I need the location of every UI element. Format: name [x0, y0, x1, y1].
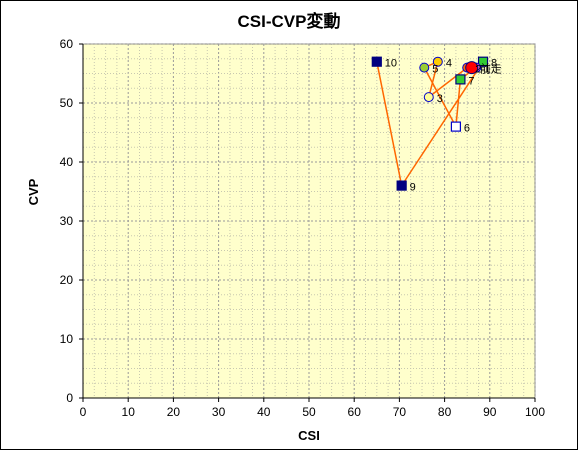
axes [79, 43, 536, 402]
point-label-3: 3 [437, 93, 443, 105]
point-label-10: 10 [385, 58, 397, 70]
point-label-4: 4 [446, 58, 452, 70]
x-tick-labels: 0 10 20 30 40 50 60 70 80 90 100 [80, 405, 546, 419]
point-label-2: 2 [475, 64, 481, 76]
point-label-前走: 前走 [480, 62, 502, 76]
x-tick-label: 70 [393, 405, 407, 419]
point-label-8: 8 [491, 58, 497, 70]
x-tick-label: 50 [302, 405, 316, 419]
x-tick-label: 0 [80, 405, 87, 419]
point-marker-5 [419, 62, 430, 73]
point-marker-6 [450, 121, 461, 132]
point-label-5: 5 [432, 64, 438, 76]
x-axis-label: CSI [298, 428, 320, 443]
x-tick-label: 90 [483, 405, 497, 419]
point-marker-4 [432, 56, 443, 67]
y-tick-labels: 0 10 20 30 40 50 60 [60, 37, 74, 405]
y-tick-label: 50 [60, 96, 74, 110]
x-tick-label: 20 [167, 405, 181, 419]
y-tick-label: 60 [60, 37, 74, 51]
point-label-6: 6 [464, 123, 470, 135]
x-tick-label: 80 [438, 405, 452, 419]
grid-lines [82, 43, 536, 399]
point-marker-9 [396, 180, 407, 191]
y-axis-label: CVP [26, 178, 41, 205]
point-marker-8 [477, 56, 489, 67]
y-tick-label: 30 [60, 214, 74, 228]
x-tick-label: 40 [257, 405, 271, 419]
chart-title: CSI-CVP変動 [238, 11, 341, 31]
point-marker-10 [371, 56, 382, 67]
data-points [371, 56, 489, 191]
x-tick-label: 60 [348, 405, 362, 419]
y-tick-label: 0 [66, 391, 73, 405]
point-marker-3 [423, 92, 434, 103]
y-tick-label: 40 [60, 155, 74, 169]
x-tick-label: 100 [525, 405, 545, 419]
point-label-7: 7 [468, 75, 474, 87]
point-label-1: 1 [484, 64, 490, 76]
x-tick-label: 30 [212, 405, 226, 419]
x-tick-label: 10 [122, 405, 136, 419]
y-tick-label: 10 [60, 332, 74, 346]
point-marker-7 [455, 74, 466, 85]
y-tick-label: 20 [60, 273, 74, 287]
point-label-9: 9 [410, 182, 416, 194]
point-marker-前走 [465, 61, 479, 75]
